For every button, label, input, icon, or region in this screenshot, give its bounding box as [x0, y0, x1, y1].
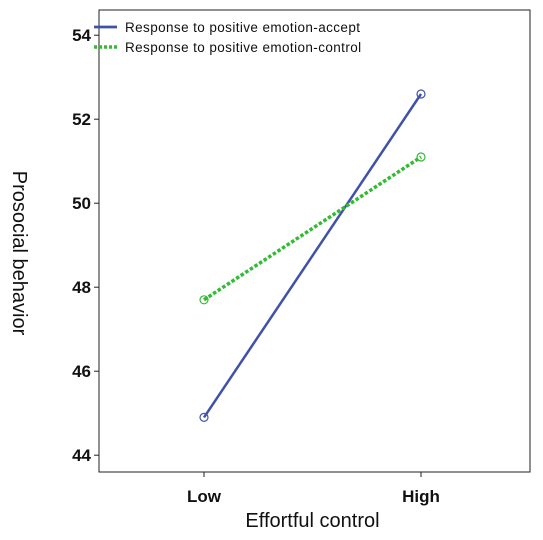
data-point [199, 412, 209, 422]
y-tick-label: 44 [72, 446, 91, 465]
data-point [416, 89, 426, 99]
x-axis-title: Effortful control [245, 510, 379, 532]
legend-label: Response to positive emotion-accept [125, 20, 360, 35]
x-axis: Low High [187, 472, 440, 506]
x-tick-label: Low [187, 487, 222, 506]
data-point [199, 295, 209, 305]
plot-area [98, 9, 531, 473]
y-tick-label: 54 [72, 26, 91, 45]
series-control [199, 152, 426, 305]
series-line [203, 155, 422, 302]
x-tick-label: High [402, 487, 440, 506]
series-accept [199, 89, 426, 422]
y-tick-label: 48 [72, 278, 91, 297]
legend-label: Response to positive emotion-control [125, 40, 362, 55]
data-point [416, 152, 426, 162]
y-tick-label: 50 [72, 194, 91, 213]
legend: Response to positive emotion-accept Respo… [94, 20, 362, 55]
y-tick-label: 46 [72, 362, 91, 381]
series-layer [199, 89, 426, 422]
y-axis-title: Prosocial behavior [8, 171, 30, 336]
series-line [202, 93, 423, 419]
y-axis: 44 46 48 50 52 54 [72, 26, 99, 465]
y-tick-label: 52 [72, 110, 91, 129]
